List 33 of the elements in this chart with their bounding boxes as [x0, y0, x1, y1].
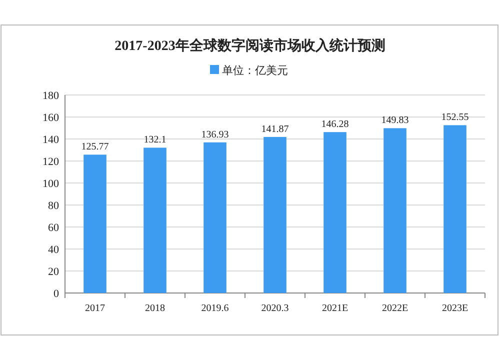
x-tick-label: 2021E [322, 303, 348, 314]
y-tick-label: 20 [48, 266, 60, 278]
y-tick-label: 80 [48, 200, 60, 212]
y-tick-label: 140 [42, 134, 60, 146]
data-label: 125.77 [81, 142, 109, 153]
data-label: 141.87 [261, 124, 289, 135]
y-tick-label: 40 [48, 244, 60, 256]
chart-title: 2017-2023年全球数字阅读市场收入统计预测 [114, 37, 386, 54]
y-tick-label: 0 [54, 288, 60, 300]
bar [144, 148, 166, 293]
x-tick-label: 2019.6 [201, 303, 229, 314]
x-tick-label: 2023E [442, 303, 468, 314]
data-label: 152.55 [441, 112, 469, 124]
x-tick-label: 2020.3 [261, 303, 289, 314]
bar [384, 128, 406, 293]
data-label: 149.83 [381, 115, 409, 126]
y-tick-label: 100 [42, 178, 60, 190]
y-tick-label: 120 [42, 156, 60, 168]
data-label: 146.28 [321, 119, 349, 130]
x-tick-label: 2017 [85, 303, 105, 314]
bar [204, 142, 226, 293]
x-tick-label: 2022E [382, 303, 408, 314]
bar [84, 154, 106, 293]
data-label: 132.1 [144, 134, 166, 146]
bar [444, 125, 466, 293]
x-tick-label: 2018 [145, 303, 165, 314]
bar [324, 132, 346, 293]
bar [264, 136, 286, 293]
y-tick-label: 60 [48, 222, 60, 234]
y-tick-label: 180 [42, 90, 60, 102]
legend-label: 单位：亿美元 [222, 64, 288, 77]
data-label: 136.93 [201, 129, 229, 140]
y-tick-label: 160 [42, 112, 60, 124]
